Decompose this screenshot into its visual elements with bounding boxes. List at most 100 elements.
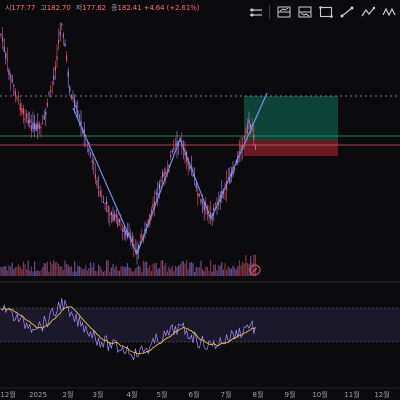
- x-axis-label: 8월: [253, 390, 264, 399]
- candle-body: [168, 165, 170, 168]
- volume-bar: [237, 266, 239, 276]
- candle-body: [48, 93, 50, 95]
- short-position-tool[interactable]: [295, 3, 314, 21]
- candle-body: [58, 40, 60, 44]
- zigzag-icon: [381, 7, 396, 17]
- loss-zone[interactable]: [244, 140, 338, 156]
- volume-bar: [227, 266, 229, 276]
- profit-zone[interactable]: [244, 96, 338, 140]
- candle-body: [155, 192, 157, 194]
- candle-body: [74, 99, 76, 107]
- candle-body: [35, 124, 37, 131]
- volume-bar: [48, 271, 50, 276]
- candle-body: [254, 144, 256, 150]
- low-value: 177.62: [82, 4, 107, 12]
- candle-body: [171, 151, 173, 153]
- candle-body: [24, 119, 26, 121]
- candle-body: [51, 82, 53, 84]
- candle-body: [160, 179, 162, 182]
- volume-bar: [144, 261, 146, 276]
- volume-bar: [34, 261, 36, 276]
- volume-bar: [134, 268, 136, 276]
- volume-bar: [99, 266, 101, 276]
- volume-bar: [126, 263, 128, 276]
- candle-body: [174, 144, 176, 146]
- long-position-tool[interactable]: [274, 3, 293, 21]
- zigzag-tool[interactable]: [379, 3, 398, 21]
- volume-bar: [43, 262, 45, 276]
- volume-bar: [184, 263, 186, 276]
- volume-bar: [162, 260, 164, 276]
- volume-bar: [78, 266, 80, 276]
- volume-bar: [24, 264, 26, 276]
- candle-body: [163, 171, 165, 178]
- alert-marker-icon[interactable]: [249, 264, 261, 276]
- candle-body: [187, 158, 189, 166]
- volume-bar: [181, 261, 183, 276]
- candle-body: [102, 201, 104, 203]
- high-value: 182.70: [46, 4, 71, 12]
- candle-body: [88, 149, 90, 152]
- rectangle-tool[interactable]: [316, 3, 335, 21]
- volume-bar: [18, 264, 20, 276]
- volume-bar: [186, 260, 188, 276]
- candle-body: [64, 43, 66, 47]
- candle-body: [62, 33, 64, 38]
- candle-body: [77, 110, 79, 117]
- candle-body: [126, 231, 128, 237]
- volume-bar: [192, 263, 194, 276]
- pattern-line[interactable]: [72, 92, 268, 256]
- candle-body: [37, 123, 39, 129]
- x-axis-label: 7월: [221, 390, 232, 399]
- candle-body: [150, 209, 152, 215]
- volume-bar: [246, 263, 248, 276]
- candle-body: [0, 34, 2, 36]
- candle-body: [34, 123, 36, 129]
- candle-body: [189, 166, 191, 169]
- volume-bar: [37, 270, 39, 276]
- volume-bar: [205, 266, 207, 276]
- candle-body: [21, 108, 23, 113]
- drawing-toolbar: [246, 1, 398, 23]
- volume-bar: [69, 266, 71, 276]
- volume-bar: [3, 266, 5, 276]
- time-axis[interactable]: 12월 2025 2월 3월 4월 5월 6월 7월 8월 9월 10월 11월 12월: [0, 390, 389, 399]
- candle-body: [109, 213, 111, 216]
- volume-bar: [123, 266, 125, 276]
- volume-bar: [106, 260, 108, 276]
- volume-bar: [38, 271, 40, 276]
- rsi-sma-line: [0, 306, 256, 355]
- x-axis-label: 9월: [285, 390, 296, 399]
- horizontal-ray-tool[interactable]: [246, 3, 265, 21]
- candle-body: [38, 124, 40, 129]
- candle-body: [98, 187, 100, 189]
- volume-bar: [242, 261, 244, 276]
- volume-bar: [171, 266, 173, 276]
- candle-body: [158, 183, 160, 189]
- volume-bar: [13, 269, 15, 276]
- volume-bar: [139, 266, 141, 276]
- long-position-icon: [277, 6, 290, 18]
- volume-bar: [211, 271, 213, 276]
- volume-bar: [8, 265, 10, 276]
- volume-bar: [86, 270, 88, 276]
- path-tool[interactable]: [358, 3, 377, 21]
- trend-line-tool[interactable]: [337, 3, 356, 21]
- volume-bar: [197, 267, 199, 276]
- volume-bar: [102, 271, 104, 276]
- volume-bar: [32, 271, 34, 276]
- volume-bar: [125, 266, 127, 276]
- volume-bar: [147, 268, 149, 276]
- volume-bar: [45, 263, 47, 276]
- candle-body: [142, 236, 144, 241]
- volume-bar: [82, 269, 84, 276]
- candle-body: [139, 241, 141, 244]
- candle-body: [45, 111, 47, 115]
- volume-bar: [115, 265, 117, 276]
- candle-body: [27, 120, 29, 124]
- candle-body: [30, 125, 32, 131]
- volume-bar: [75, 271, 77, 276]
- volume-bar: [85, 264, 87, 276]
- volume-bar: [21, 269, 23, 276]
